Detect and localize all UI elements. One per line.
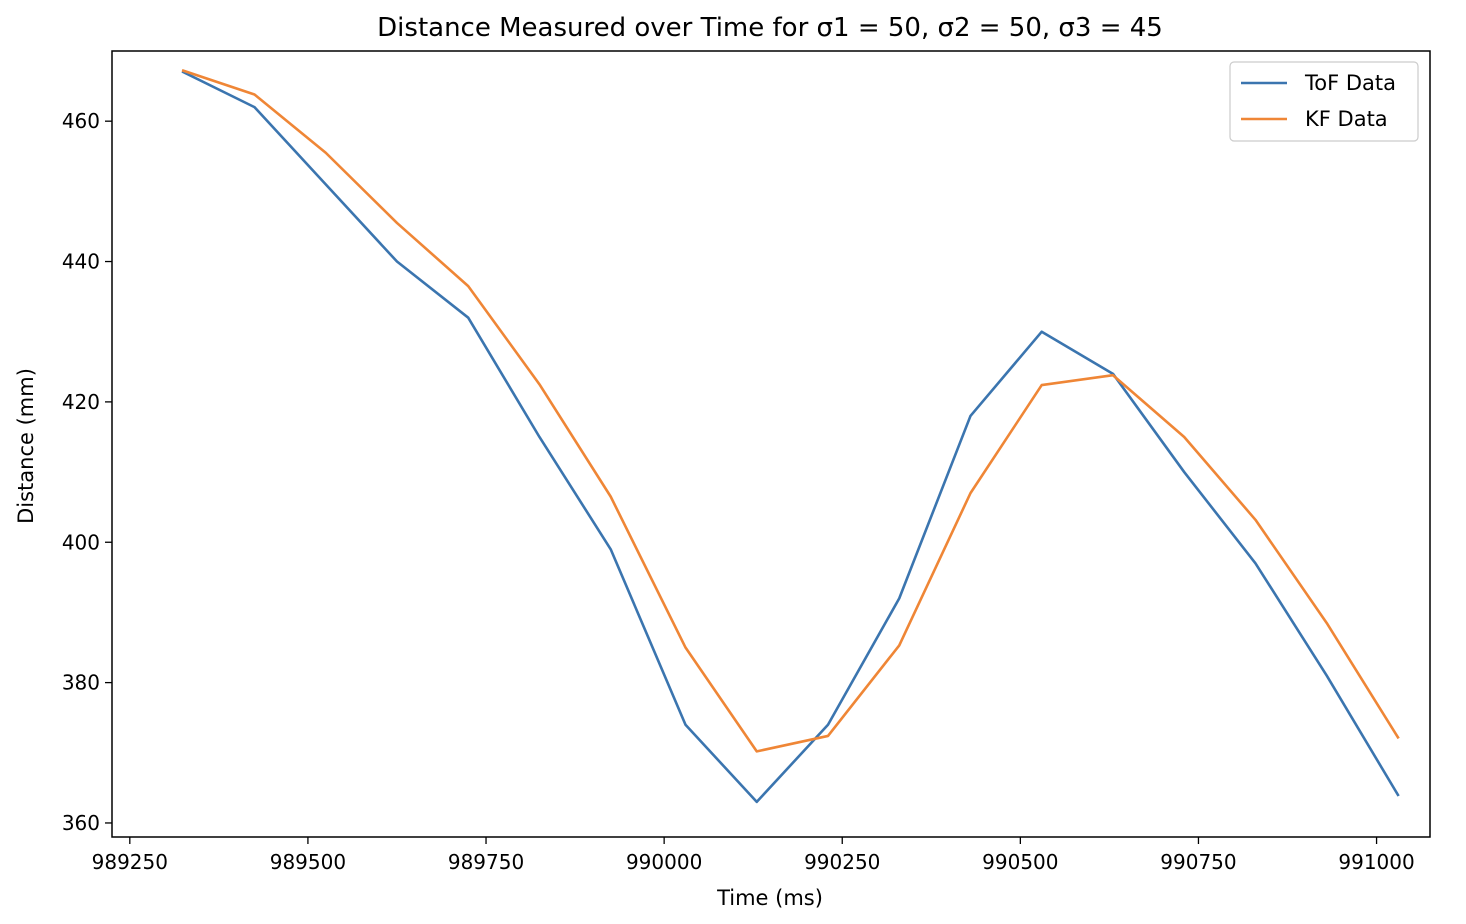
x-tick-label: 989250 <box>92 850 168 874</box>
x-tick-label: 989500 <box>270 850 346 874</box>
y-tick-label: 460 <box>62 109 100 133</box>
x-tick-label: 990750 <box>1160 850 1236 874</box>
series-layer <box>181 69 1400 804</box>
x-tick-label: 991000 <box>1338 850 1414 874</box>
plot-frame <box>111 50 1431 838</box>
legend-label: KF Data <box>1305 107 1388 131</box>
series-line-kf-data <box>181 69 1400 753</box>
legend-label: ToF Data <box>1304 71 1396 95</box>
y-axis-label: Distance (mm) <box>14 368 38 524</box>
series-line-tof-data <box>181 70 1400 804</box>
x-tick-label: 990500 <box>982 850 1058 874</box>
plot-area <box>112 51 1430 837</box>
y-tick-label: 380 <box>62 671 100 695</box>
legend: ToF Data KF Data <box>1229 61 1419 142</box>
x-tick-label: 989750 <box>448 850 524 874</box>
chart-title: Distance Measured over Time for σ1 = 50,… <box>377 13 1163 43</box>
y-tick-label: 440 <box>62 250 100 274</box>
y-axis: 360 380 400 420 440 460 <box>62 109 112 835</box>
y-tick-label: 360 <box>62 811 100 835</box>
plot-background <box>112 51 1430 837</box>
x-axis-label: Time (ms) <box>716 886 823 910</box>
x-tick-label: 990000 <box>626 850 702 874</box>
y-tick-label: 400 <box>62 530 100 554</box>
x-tick-label: 990250 <box>804 850 880 874</box>
x-axis: 989250 989500 989750 990000 990250 990500 9907… <box>92 837 1415 874</box>
y-tick-label: 420 <box>62 390 100 414</box>
